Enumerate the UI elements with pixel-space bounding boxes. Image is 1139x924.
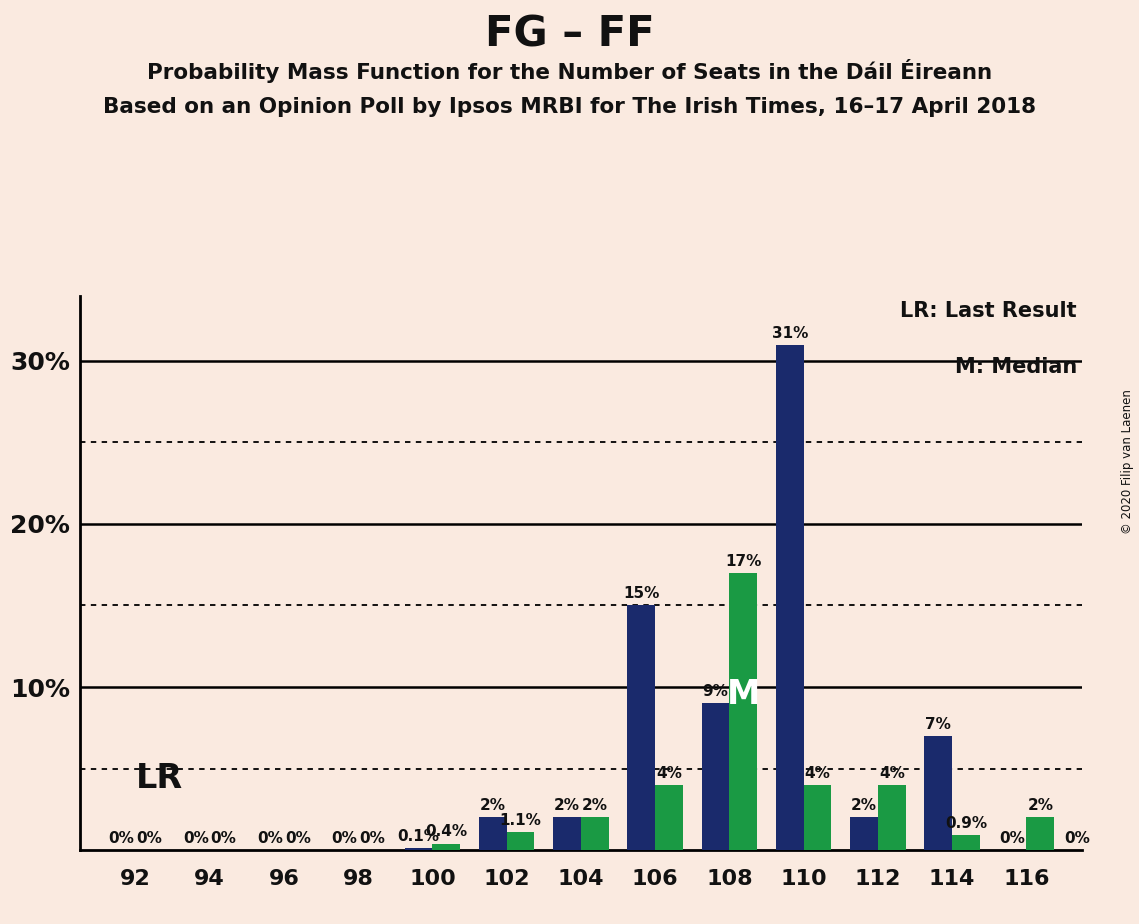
Bar bbox=[581, 818, 608, 850]
Text: © 2020 Filip van Laenen: © 2020 Filip van Laenen bbox=[1121, 390, 1134, 534]
Text: 1.1%: 1.1% bbox=[500, 813, 541, 828]
Text: FG – FF: FG – FF bbox=[485, 14, 654, 55]
Bar bbox=[924, 736, 952, 850]
Text: 0%: 0% bbox=[359, 831, 385, 846]
Text: 0.1%: 0.1% bbox=[398, 830, 440, 845]
Text: 2%: 2% bbox=[480, 798, 506, 813]
Text: 0%: 0% bbox=[137, 831, 162, 846]
Text: 0%: 0% bbox=[257, 831, 282, 846]
Text: M: M bbox=[727, 678, 760, 711]
Text: LR: LR bbox=[136, 762, 182, 796]
Bar bbox=[554, 818, 581, 850]
Text: 17%: 17% bbox=[726, 553, 762, 569]
Text: 0%: 0% bbox=[108, 831, 134, 846]
Text: M: Median: M: Median bbox=[954, 357, 1077, 377]
Bar bbox=[1026, 818, 1055, 850]
Bar bbox=[952, 835, 980, 850]
Text: 2%: 2% bbox=[1027, 798, 1054, 813]
Text: 0%: 0% bbox=[285, 831, 311, 846]
Text: LR: Last Result: LR: Last Result bbox=[901, 301, 1077, 322]
Text: Probability Mass Function for the Number of Seats in the Dáil Éireann: Probability Mass Function for the Number… bbox=[147, 59, 992, 83]
Bar bbox=[702, 703, 729, 850]
Text: 0%: 0% bbox=[1065, 831, 1090, 846]
Bar bbox=[850, 818, 878, 850]
Bar bbox=[404, 848, 433, 850]
Text: 31%: 31% bbox=[771, 325, 808, 341]
Text: 2%: 2% bbox=[554, 798, 580, 813]
Text: 2%: 2% bbox=[851, 798, 877, 813]
Text: 2%: 2% bbox=[582, 798, 608, 813]
Text: 0.9%: 0.9% bbox=[945, 816, 988, 832]
Bar bbox=[628, 605, 655, 850]
Text: 0%: 0% bbox=[211, 831, 237, 846]
Bar bbox=[878, 784, 906, 850]
Text: 0%: 0% bbox=[331, 831, 358, 846]
Text: 0.4%: 0.4% bbox=[425, 824, 467, 840]
Text: Based on an Opinion Poll by Ipsos MRBI for The Irish Times, 16–17 April 2018: Based on an Opinion Poll by Ipsos MRBI f… bbox=[103, 97, 1036, 117]
Bar bbox=[507, 833, 534, 850]
Bar bbox=[655, 784, 683, 850]
Bar bbox=[433, 844, 460, 850]
Text: 15%: 15% bbox=[623, 587, 659, 602]
Text: 7%: 7% bbox=[925, 717, 951, 732]
Bar bbox=[478, 818, 507, 850]
Text: 4%: 4% bbox=[656, 766, 682, 781]
Text: 0%: 0% bbox=[1000, 831, 1025, 846]
Text: 4%: 4% bbox=[879, 766, 904, 781]
Bar bbox=[729, 573, 757, 850]
Bar bbox=[776, 345, 804, 850]
Text: 9%: 9% bbox=[703, 685, 729, 699]
Bar bbox=[804, 784, 831, 850]
Text: 4%: 4% bbox=[804, 766, 830, 781]
Text: 0%: 0% bbox=[182, 831, 208, 846]
